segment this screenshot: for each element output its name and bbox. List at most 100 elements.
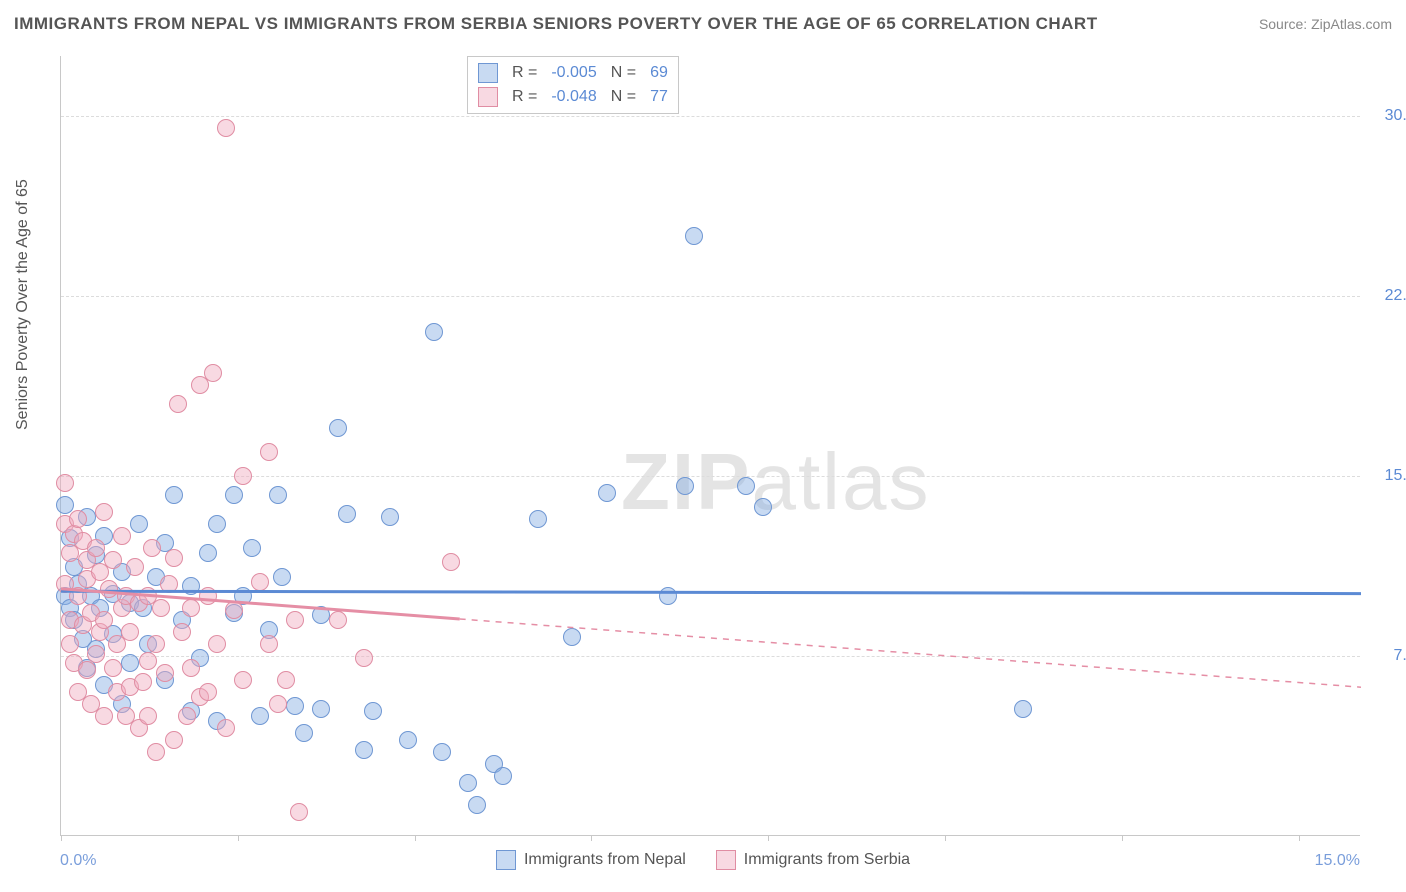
y-tick-label: 15.0% [1370, 467, 1406, 485]
data-point [199, 683, 217, 701]
data-point [160, 575, 178, 593]
data-point [273, 568, 291, 586]
legend-series-name: Immigrants from Serbia [744, 851, 910, 869]
data-point [425, 323, 443, 341]
data-point [1014, 700, 1032, 718]
data-point [104, 551, 122, 569]
data-point [290, 803, 308, 821]
data-point [152, 599, 170, 617]
legend-series-item: Immigrants from Serbia [716, 850, 910, 870]
legend-series-item: Immigrants from Nepal [496, 850, 686, 870]
legend-n-value: 77 [650, 88, 668, 106]
data-point [217, 719, 235, 737]
data-point [121, 654, 139, 672]
y-axis-label: Seniors Poverty Over the Age of 65 [14, 179, 32, 430]
data-point [329, 419, 347, 437]
data-point [169, 395, 187, 413]
data-point [338, 505, 356, 523]
data-point [364, 702, 382, 720]
x-tick [61, 835, 62, 841]
data-point [243, 539, 261, 557]
data-point [234, 671, 252, 689]
x-tick [945, 835, 946, 841]
data-point [468, 796, 486, 814]
data-point [56, 496, 74, 514]
data-point [295, 724, 313, 742]
source-attribution: Source: ZipAtlas.com [1259, 16, 1392, 32]
scatter-plot-area: ZIPatlas 7.5%15.0%22.5%30.0% [60, 56, 1360, 836]
data-point [182, 659, 200, 677]
data-point [251, 707, 269, 725]
x-tick [415, 835, 416, 841]
data-point [312, 606, 330, 624]
data-point [442, 553, 460, 571]
data-point [143, 539, 161, 557]
legend-r-value: -0.048 [551, 88, 596, 106]
data-point [563, 628, 581, 646]
legend-swatch [478, 63, 498, 83]
legend-r-value: -0.005 [551, 64, 596, 82]
data-point [286, 611, 304, 629]
data-point [69, 510, 87, 528]
data-point [56, 474, 74, 492]
data-point [329, 611, 347, 629]
chart-title: IMMIGRANTS FROM NEPAL VS IMMIGRANTS FROM… [14, 14, 1098, 34]
gridline [61, 296, 1360, 297]
data-point [754, 498, 772, 516]
data-point [87, 645, 105, 663]
x-tick-label: 0.0% [60, 852, 96, 870]
data-point [269, 486, 287, 504]
watermark: ZIPatlas [621, 436, 930, 528]
data-point [676, 477, 694, 495]
data-point [182, 599, 200, 617]
data-point [208, 515, 226, 533]
legend-n-value: 69 [650, 64, 668, 82]
data-point [529, 510, 547, 528]
data-point [598, 484, 616, 502]
legend-series-name: Immigrants from Nepal [524, 851, 686, 869]
data-point [234, 467, 252, 485]
data-point [178, 707, 196, 725]
data-point [78, 661, 96, 679]
data-point [95, 611, 113, 629]
data-point [173, 623, 191, 641]
data-point [225, 601, 243, 619]
data-point [87, 539, 105, 557]
data-point [121, 623, 139, 641]
data-point [165, 486, 183, 504]
data-point [199, 544, 217, 562]
x-tick-label: 15.0% [1315, 852, 1360, 870]
data-point [113, 527, 131, 545]
data-point [399, 731, 417, 749]
data-point [225, 486, 243, 504]
data-point [156, 664, 174, 682]
data-point [312, 700, 330, 718]
data-point [100, 580, 118, 598]
data-point [277, 671, 295, 689]
data-point [260, 635, 278, 653]
data-point [251, 573, 269, 591]
data-point [355, 741, 373, 759]
legend-n-label: N = [611, 64, 636, 82]
correlation-legend: R = -0.005N = 69R = -0.048N = 77 [467, 56, 679, 114]
data-point [199, 587, 217, 605]
gridline [61, 476, 1360, 477]
data-point [134, 673, 152, 691]
y-tick-label: 30.0% [1370, 107, 1406, 125]
legend-swatch [716, 850, 736, 870]
data-point [95, 707, 113, 725]
data-point [204, 364, 222, 382]
data-point [459, 774, 477, 792]
x-tick [238, 835, 239, 841]
legend-r-label: R = [512, 64, 537, 82]
data-point [494, 767, 512, 785]
trend-line-solid [61, 591, 1361, 593]
data-point [147, 635, 165, 653]
data-point [61, 635, 79, 653]
data-point [165, 549, 183, 567]
data-point [381, 508, 399, 526]
x-tick [1299, 835, 1300, 841]
y-tick-label: 22.5% [1370, 287, 1406, 305]
data-point [659, 587, 677, 605]
title-bar: IMMIGRANTS FROM NEPAL VS IMMIGRANTS FROM… [14, 14, 1392, 34]
